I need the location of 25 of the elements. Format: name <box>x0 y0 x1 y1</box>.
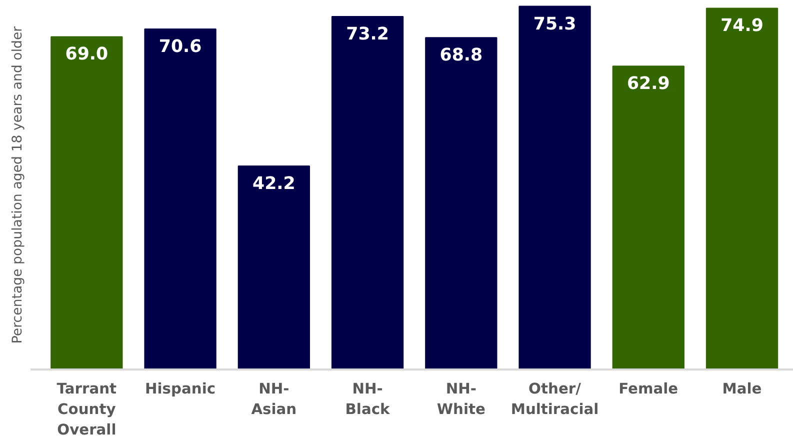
bar <box>50 36 123 370</box>
y-axis-title: Percentage population aged 18 years and older <box>10 26 26 344</box>
data-label: 68.8 <box>440 46 483 66</box>
bar <box>144 28 216 370</box>
bar <box>425 37 498 370</box>
x-tick-label: NH-Asian <box>251 380 297 418</box>
data-label: 42.2 <box>252 174 296 194</box>
bar <box>331 16 404 370</box>
x-tick-label: NH-Black <box>345 380 392 418</box>
x-tick-label: NH-White <box>436 380 486 418</box>
x-tick-label: Tarrant County Overall <box>56 380 117 438</box>
x-tick-label: Male <box>722 380 762 398</box>
bar <box>612 66 684 370</box>
x-tick-label: Female <box>618 380 678 398</box>
x-tick-label: Other/Multiracial <box>510 380 599 418</box>
data-label: 75.3 <box>533 14 576 34</box>
data-label: 74.9 <box>720 16 764 36</box>
x-tick-label: Hispanic <box>145 380 216 398</box>
data-label: 62.9 <box>627 74 670 94</box>
data-label: 69.0 <box>65 44 108 65</box>
data-label: 70.6 <box>158 36 202 57</box>
bar <box>706 8 778 370</box>
bar <box>518 6 591 370</box>
data-label: 73.2 <box>346 24 389 44</box>
bar <box>238 165 310 370</box>
